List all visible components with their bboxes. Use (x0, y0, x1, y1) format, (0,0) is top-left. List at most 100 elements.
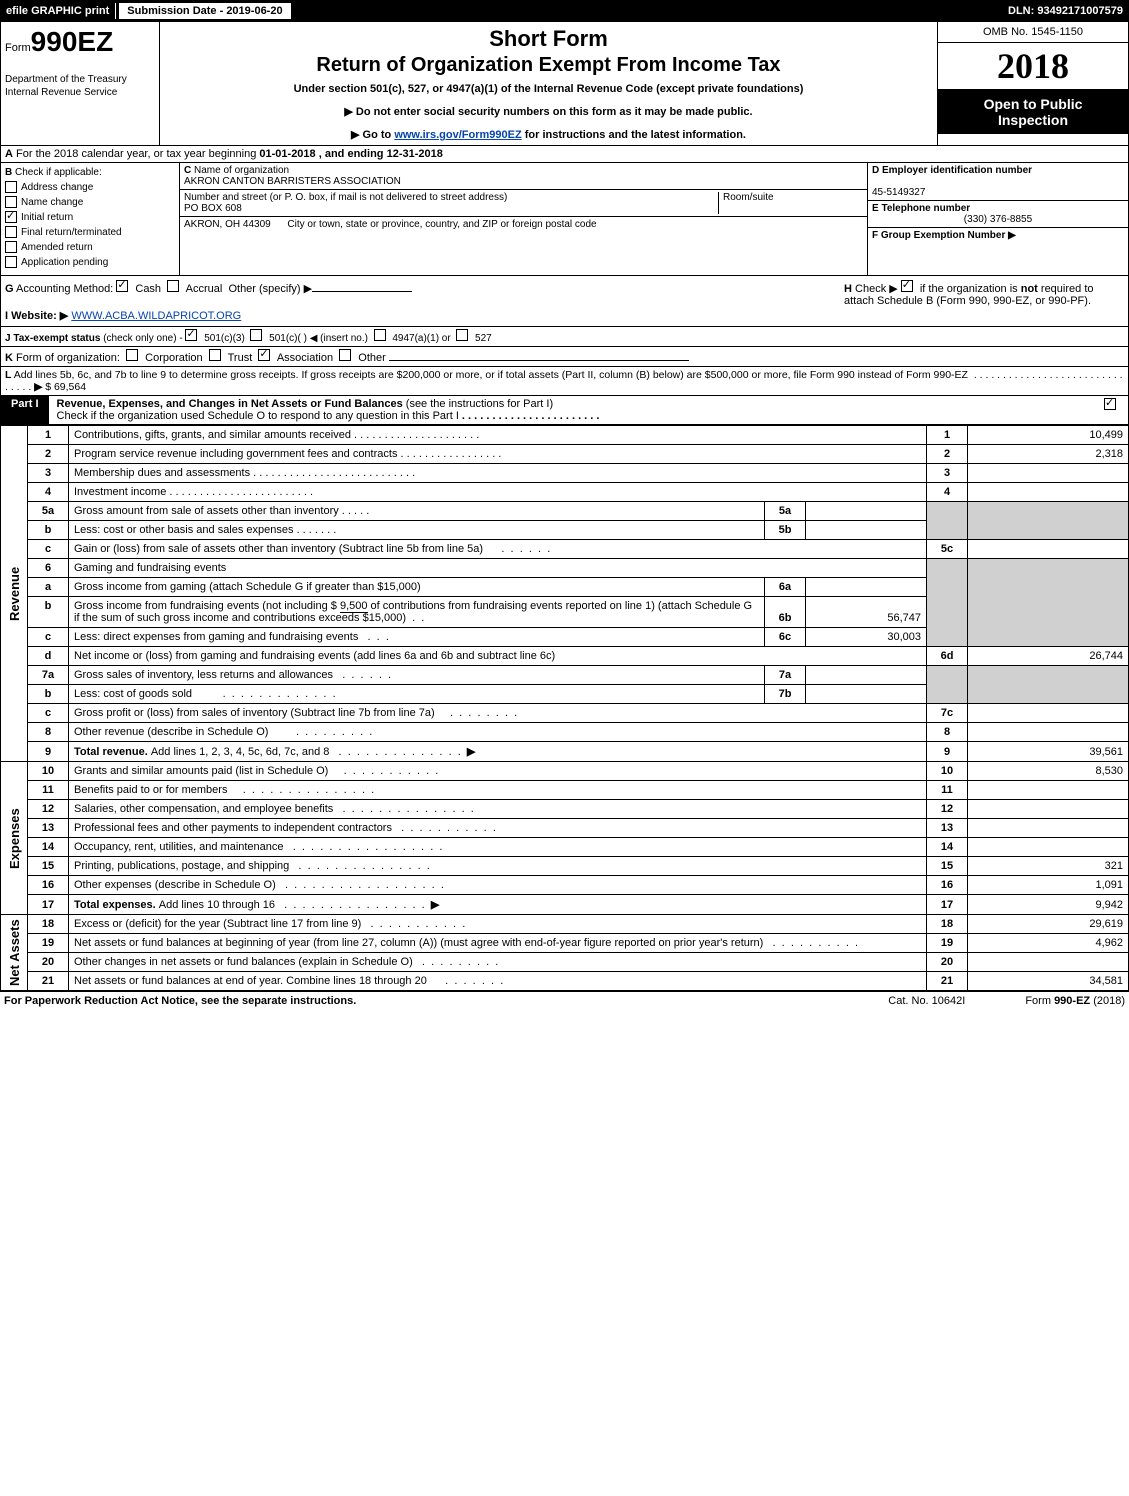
footer-form-bold: 990-EZ (1054, 995, 1090, 1007)
l9-num: 9 (28, 742, 69, 762)
line-7a: 7a Gross sales of inventory, less return… (1, 666, 1129, 685)
l6-shaded (927, 559, 968, 647)
k-other-checkbox[interactable] (339, 349, 351, 361)
l6a-inum: 6a (765, 578, 806, 597)
l15-fval: 321 (968, 857, 1129, 876)
l18-fval: 29,619 (968, 915, 1129, 934)
section-b: B Check if applicable: Address change Na… (0, 163, 1129, 276)
j-4947-checkbox[interactable] (374, 329, 386, 341)
part1-title-tail: (see the instructions for Part I) (406, 398, 553, 410)
l11-desc: Benefits paid to or for members . . . . … (69, 781, 927, 800)
k-assoc: Association (277, 352, 333, 364)
l20-desc: Other changes in net assets or fund bala… (69, 953, 927, 972)
l6c-ival: 30,003 (806, 628, 927, 647)
cash-checkbox[interactable] (116, 280, 128, 292)
l19-desc: Net assets or fund balances at beginning… (69, 934, 927, 953)
city-box: AKRON, OH 44309 City or town, state or p… (180, 217, 867, 232)
l15-num: 15 (28, 857, 69, 876)
row-a-label: A (5, 148, 13, 160)
l7a-num: 7a (28, 666, 69, 685)
l16-desc: Other expenses (describe in Schedule O) … (69, 876, 927, 895)
part1-title-text: Revenue, Expenses, and Changes in Net As… (57, 398, 406, 410)
g-text: Accounting Method: (16, 283, 113, 295)
j-501c-checkbox[interactable] (250, 329, 262, 341)
l5a-ival (806, 502, 927, 521)
k-corp-checkbox[interactable] (126, 349, 138, 361)
l21-fnum: 21 (927, 972, 968, 991)
l12-fnum: 12 (927, 800, 968, 819)
l6d-num: d (28, 647, 69, 666)
l7b-desc: Less: cost of goods sold . . . . . . . .… (69, 685, 765, 704)
line-9: 9 Total revenue. Add lines 1, 2, 3, 4, 5… (1, 742, 1129, 762)
amended-return-checkbox[interactable] (5, 241, 17, 253)
addr-change-checkbox[interactable] (5, 181, 17, 193)
initial-return-checkbox[interactable] (5, 211, 17, 223)
l13-desc: Professional fees and other payments to … (69, 819, 927, 838)
l14-desc: Occupancy, rent, utilities, and maintena… (69, 838, 927, 857)
addr-change-label: Address change (21, 182, 93, 193)
dept-treasury: Department of the Treasury (5, 74, 155, 85)
footer-center: Cat. No. 10642I (888, 995, 965, 1007)
k-assoc-checkbox[interactable] (258, 349, 270, 361)
k-trust-checkbox[interactable] (209, 349, 221, 361)
j-501c3-checkbox[interactable] (185, 329, 197, 341)
line-11: 11 Benefits paid to or for members . . .… (1, 781, 1129, 800)
l12-desc: Salaries, other compensation, and employ… (69, 800, 927, 819)
l6c-desc: Less: direct expenses from gaming and fu… (69, 628, 765, 647)
l5a-num: 5a (28, 502, 69, 521)
l19-num: 19 (28, 934, 69, 953)
l10-num: 10 (28, 762, 69, 781)
l21-desc: Net assets or fund balances at end of ye… (69, 972, 927, 991)
l5a-desc: Gross amount from sale of assets other t… (69, 502, 765, 521)
app-pending-checkbox[interactable] (5, 256, 17, 268)
l8-fval (968, 723, 1129, 742)
e-label: E Telephone number (872, 203, 970, 214)
l-arrow: ▶ (34, 381, 42, 393)
l5c-fval (968, 540, 1129, 559)
l5-shaded-val (968, 502, 1129, 540)
l7-shaded (927, 666, 968, 704)
line-5c: c Gain or (loss) from sale of assets oth… (1, 540, 1129, 559)
j-label: J Tax-exempt status (5, 333, 100, 344)
irs-link[interactable]: www.irs.gov/Form990EZ (394, 129, 521, 141)
l9-arrow: ▶ (467, 746, 475, 758)
l5c-num: c (28, 540, 69, 559)
l9-fval: 39,561 (968, 742, 1129, 762)
dln-label: DLN: 93492171007579 (1002, 3, 1129, 19)
initial-return-label: Initial return (21, 212, 73, 223)
l10-fnum: 10 (927, 762, 968, 781)
l13-fnum: 13 (927, 819, 968, 838)
g-label: G (5, 283, 14, 295)
efile-print-button[interactable]: efile GRAPHIC print (0, 3, 116, 19)
addr-left: Number and street (or P. O. box, if mail… (184, 192, 718, 214)
accrual-checkbox[interactable] (167, 280, 179, 292)
l14-num: 14 (28, 838, 69, 857)
l6c-inum: 6c (765, 628, 806, 647)
l11-fval (968, 781, 1129, 800)
l10-fval: 8,530 (968, 762, 1129, 781)
tax-year: 2018 (938, 43, 1128, 90)
l12-num: 12 (28, 800, 69, 819)
l16-num: 16 (28, 876, 69, 895)
j-527-checkbox[interactable] (456, 329, 468, 341)
line-10: Expenses 10 Grants and similar amounts p… (1, 762, 1129, 781)
irs-label: Internal Revenue Service (5, 87, 155, 98)
l17-fnum: 17 (927, 895, 968, 915)
h-checkbox[interactable] (901, 280, 913, 292)
l3-fval (968, 464, 1129, 483)
submission-date-button[interactable]: Submission Date - 2019-06-20 (118, 2, 291, 20)
l6b-inum: 6b (765, 597, 806, 628)
k-text: Form of organization: (16, 352, 120, 364)
name-change-checkbox[interactable] (5, 196, 17, 208)
l6-num: 6 (28, 559, 69, 578)
header-center: Short Form Return of Organization Exempt… (160, 22, 937, 145)
h-not: not (1021, 283, 1038, 295)
final-return-checkbox[interactable] (5, 226, 17, 238)
line-20: 20 Other changes in net assets or fund b… (1, 953, 1129, 972)
website-link[interactable]: WWW.ACBA.WILDAPRICOT.ORG (71, 310, 241, 322)
l5c-desc: Gain or (loss) from sale of assets other… (69, 540, 927, 559)
l5b-num: b (28, 521, 69, 540)
l2-fval: 2,318 (968, 445, 1129, 464)
l7a-ival (806, 666, 927, 685)
part1-schedule-o-checkbox[interactable] (1104, 398, 1116, 410)
